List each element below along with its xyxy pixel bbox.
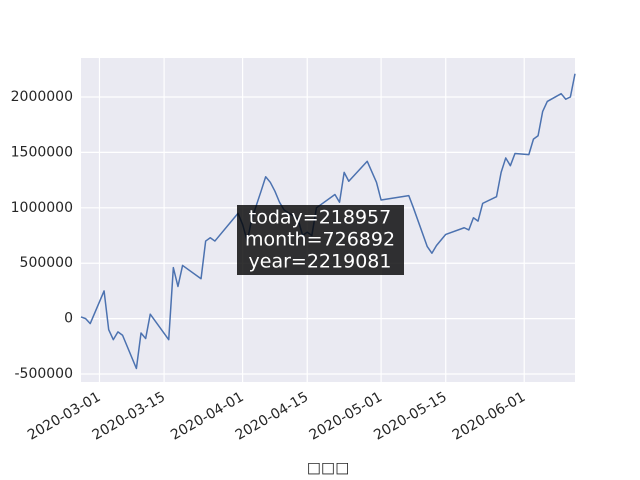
x-tick-label: 2020-04-15 [233, 389, 311, 444]
x-axis-label: □□□ [307, 459, 350, 477]
x-tick-label: 2020-04-01 [168, 389, 246, 444]
y-tick-label: 500000 [20, 255, 73, 271]
x-tick-label: 2020-03-15 [90, 389, 168, 444]
x-tick-label: 2020-03-01 [25, 389, 103, 444]
y-tick-label: 0 [64, 311, 73, 327]
annotation-line: year=2219081 [249, 251, 392, 273]
y-tick-label: 1000000 [11, 200, 73, 216]
annotation-line: month=726892 [245, 229, 395, 251]
y-tick-label: 2000000 [11, 89, 73, 105]
annotation-line: today=218957 [249, 207, 391, 229]
y-tick-label: -500000 [15, 366, 74, 382]
x-tick-label: 2020-06-01 [450, 389, 528, 444]
x-tick-label: 2020-05-01 [307, 389, 385, 444]
y-tick-label: 1500000 [11, 144, 73, 160]
annotation-box [237, 205, 404, 275]
x-tick-label: 2020-05-15 [371, 389, 449, 444]
